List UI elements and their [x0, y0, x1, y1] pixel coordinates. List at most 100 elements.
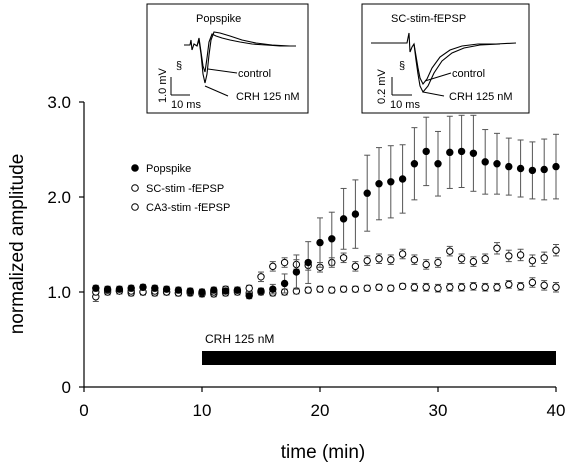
data-point [339, 215, 348, 223]
data-point [481, 255, 489, 263]
data-point [493, 244, 501, 253]
data-point [457, 147, 466, 156]
data-point [528, 166, 537, 175]
data-point [540, 281, 548, 290]
inset-popspike-scale-x-label: 10 ms [171, 99, 201, 111]
inset-popspike-title: Popspike [196, 13, 241, 25]
inset-sc-stim-title: SC-stim-fEPSP [391, 13, 466, 25]
treatment-bar-group: CRH 125 nM [202, 332, 556, 365]
inset-popspike: Popspike § control CRH 125 nM 1.0 mV 10 … [146, 3, 309, 114]
data-point [280, 279, 289, 288]
data-point [481, 283, 489, 291]
legend: Popspike SC-stim -fEPSP CA3-stim -fEPSP [131, 163, 230, 214]
legend-marker-ca3-stim [131, 203, 139, 211]
data-point [434, 160, 442, 168]
data-point [257, 273, 265, 281]
inset-popspike-label-control: control [238, 68, 271, 80]
data-point [410, 160, 419, 168]
data-point [398, 250, 407, 258]
data-point [316, 238, 324, 247]
data-point [292, 268, 301, 276]
data-point [410, 283, 419, 291]
data-point [505, 162, 513, 171]
data-point [245, 284, 253, 292]
x-tick-label: 0 [79, 401, 88, 420]
data-point [457, 255, 466, 263]
x-tick-label: 20 [311, 401, 330, 420]
legend-label-popspike: Popspike [146, 163, 191, 175]
legend-marker-sc-stim [131, 184, 139, 192]
data-point [457, 283, 466, 291]
data-point [505, 252, 513, 260]
data-point [505, 280, 513, 289]
x-tick-label: 10 [193, 401, 212, 420]
data-point [434, 258, 442, 267]
data-point [552, 246, 560, 254]
data-point [387, 256, 395, 264]
data-point [446, 283, 454, 291]
series-ca3-stim-fepsp [92, 242, 560, 297]
data-point [92, 284, 100, 292]
data-point [516, 164, 525, 173]
data-point [186, 287, 194, 295]
data-point [257, 287, 265, 295]
series-sc-stim-fepsp [92, 277, 560, 302]
data-point [162, 285, 171, 293]
data-point [375, 180, 383, 188]
data-point [422, 260, 430, 269]
data-point [528, 256, 537, 265]
inset-popspike-trace-crh [196, 31, 291, 84]
inset-popspike-pointer-control [207, 68, 238, 74]
x-tick-label: 30 [429, 401, 448, 420]
data-point [552, 162, 560, 171]
inset-sc-stim-fepsp: SC-stim-fEPSP § control CRH 125 nM 0.2 m… [361, 3, 530, 114]
treatment-bar-label: CRH 125 nM [205, 332, 274, 346]
data-point [363, 189, 371, 197]
data-point [528, 278, 537, 287]
data-point [328, 235, 336, 243]
data-point [446, 247, 454, 255]
x-tick-label: 40 [547, 401, 566, 420]
data-point [233, 286, 242, 294]
inset-sc-stim-label-crh: CRH 125 nM [449, 91, 513, 103]
inset-sc-stim-label-control: control [452, 68, 485, 80]
data-point [469, 149, 478, 158]
data-point [422, 147, 430, 156]
data-point [398, 175, 407, 183]
data-point [304, 286, 312, 294]
data-point [540, 254, 548, 262]
data-point [304, 258, 312, 267]
data-point [469, 282, 478, 290]
data-point [174, 286, 183, 294]
data-point [469, 257, 478, 266]
y-axis-label: normalized amplitude [7, 154, 28, 335]
series-popspike [92, 114, 560, 300]
data-point [363, 256, 371, 265]
inset-sc-stim-trace-control [371, 32, 517, 86]
data-point [339, 254, 348, 262]
data-point [516, 282, 525, 290]
data-point [552, 283, 560, 291]
data-point [363, 284, 371, 292]
data-point [221, 287, 230, 295]
data-point [422, 283, 430, 291]
inset-popspike-label-crh: CRH 125 nM [236, 91, 300, 103]
data-point [540, 165, 548, 174]
inset-popspike-marker: § [176, 60, 182, 72]
data-point [398, 282, 407, 290]
y-tick-label: 2.0 [47, 188, 71, 207]
data-point [387, 178, 395, 186]
data-point [375, 255, 383, 263]
data-point [245, 292, 253, 300]
y-tick-label: 3.0 [47, 93, 71, 112]
data-point [139, 283, 147, 291]
treatment-bar [202, 351, 556, 365]
data-point [280, 258, 289, 267]
data-point [410, 256, 419, 264]
data-point [269, 262, 277, 271]
y-tick-label: 0 [62, 378, 71, 397]
data-point [493, 283, 501, 291]
data-point [493, 160, 501, 168]
data-point [339, 285, 348, 293]
